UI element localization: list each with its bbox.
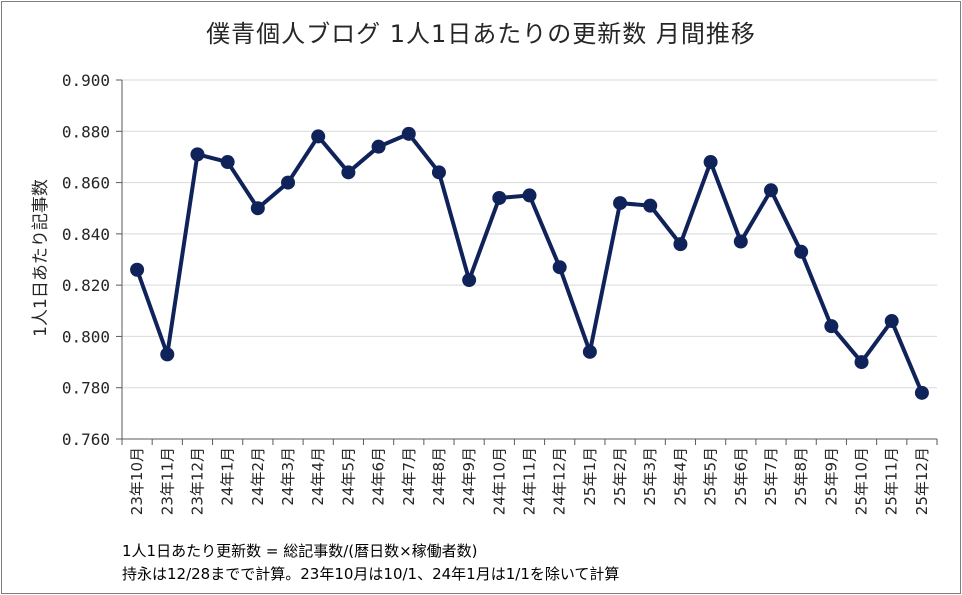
data-point — [401, 126, 416, 141]
x-tick-label: 25年12月 — [913, 447, 931, 515]
data-point — [371, 139, 386, 154]
x-tick-label: 25年1月 — [581, 447, 599, 506]
x-tick-label: 25年11月 — [883, 447, 901, 515]
y-tick-label: 0.780 — [62, 379, 110, 398]
x-tick-label: 24年12月 — [551, 447, 569, 515]
x-tick-label: 23年11月 — [158, 447, 176, 515]
x-tick-label: 25年3月 — [641, 447, 659, 506]
x-tick-label: 25年2月 — [611, 447, 629, 506]
y-tick-label: 0.820 — [62, 276, 110, 295]
data-point — [613, 196, 628, 211]
x-tick-label: 24年6月 — [370, 447, 388, 506]
y-tick-label: 0.840 — [62, 225, 110, 244]
axes — [116, 79, 938, 445]
x-tick-label: 25年6月 — [732, 447, 750, 506]
x-tick-label: 23年12月 — [188, 447, 206, 515]
y-tick-label: 0.760 — [62, 430, 110, 449]
data-point — [250, 201, 265, 216]
data-point — [462, 273, 477, 288]
data-point — [160, 347, 175, 362]
y-tick-label: 0.880 — [62, 122, 110, 141]
series-line — [135, 131, 924, 395]
data-point — [884, 314, 899, 329]
chart-title: 僕青個人ブログ 1人1日あたりの更新数 月間推移 — [206, 20, 756, 48]
data-point — [733, 234, 748, 249]
data-point — [492, 190, 507, 205]
y-tick-label: 0.900 — [62, 71, 110, 90]
x-tick-label: 25年5月 — [702, 447, 720, 506]
x-tick-label: 25年7月 — [762, 447, 780, 506]
data-point — [673, 237, 688, 252]
data-point — [220, 155, 235, 170]
x-tick-label: 24年10月 — [490, 447, 508, 515]
x-tick-label: 23年10月 — [128, 447, 146, 515]
x-tick-label: 24年5月 — [339, 447, 357, 506]
x-tick-label: 25年9月 — [822, 447, 840, 506]
x-tick-labels: 23年10月 23年11月 23年12月 24年1月 24年2月 24年3月 24年4月 24… — [128, 447, 931, 515]
series-line-path — [135, 131, 924, 395]
data-point — [552, 260, 567, 275]
data-point — [703, 155, 718, 170]
data-point — [914, 385, 929, 400]
data-point — [824, 319, 839, 334]
y-tick-labels: 0.760 0.780 0.800 0.820 0.840 0.860 0.880 0.900 — [62, 71, 110, 449]
x-tick-label: 25年4月 — [671, 447, 689, 506]
data-point — [854, 355, 869, 370]
data-point — [643, 198, 658, 213]
data-point — [281, 175, 296, 190]
x-tick-label: 24年2月 — [249, 447, 267, 506]
formula-note: 1人1日あたり更新数 = 総記事数/(暦日数×稼働者数) — [122, 542, 478, 560]
data-point — [130, 262, 145, 277]
x-tick-label: 24年4月 — [309, 447, 327, 506]
x-tick-label: 24年7月 — [400, 447, 418, 506]
x-tick-label: 25年8月 — [792, 447, 810, 506]
data-point — [582, 344, 597, 359]
series-points — [130, 126, 929, 400]
calculation-note: 持永は12/28までで計算。23年10月は10/1、24年1月は1/1を除いて計… — [122, 565, 620, 583]
data-point — [522, 188, 537, 203]
data-point — [431, 165, 446, 180]
y-axis-label: 1人1日あたり記事数 — [31, 179, 51, 337]
x-tick-label: 24年1月 — [219, 447, 237, 506]
data-point — [341, 165, 356, 180]
y-tick-label: 0.800 — [62, 327, 110, 346]
data-point — [763, 183, 778, 198]
data-point — [311, 129, 326, 144]
x-tick-label: 24年11月 — [521, 447, 539, 515]
x-tick-label: 24年8月 — [430, 447, 448, 506]
x-tick-label: 24年9月 — [460, 447, 478, 506]
gridlines — [122, 79, 937, 389]
y-tick-label: 0.860 — [62, 174, 110, 193]
x-tick-label: 25年10月 — [853, 447, 871, 515]
data-point — [794, 244, 809, 259]
data-point — [190, 147, 205, 162]
x-tick-label: 24年3月 — [279, 447, 297, 506]
